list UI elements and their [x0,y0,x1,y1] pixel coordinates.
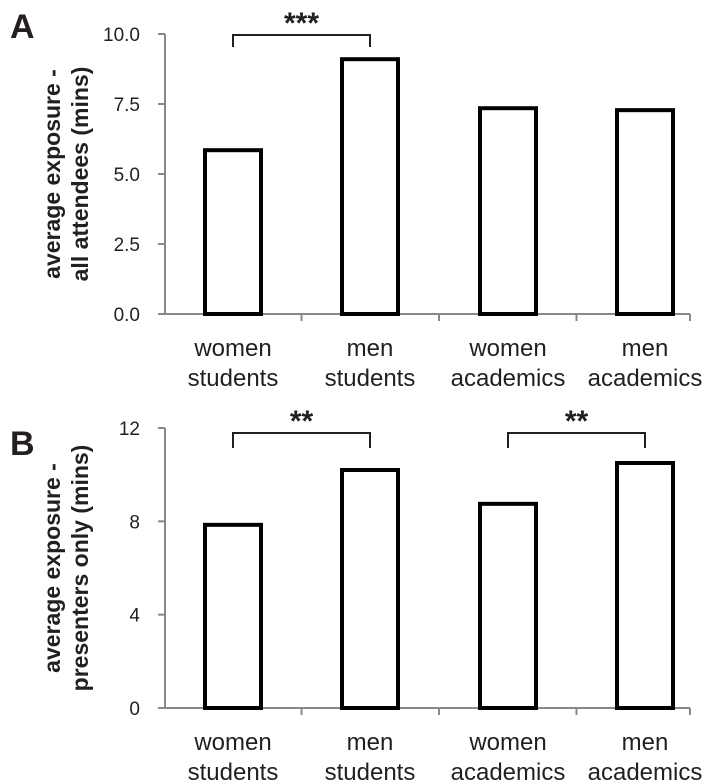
y-tick-label: 0.0 [114,305,140,326]
x-tick-label: academics [451,365,566,392]
y-axis-label-line: average exposure - [39,69,65,279]
x-tick-label: academics [588,365,703,392]
x-tick-label: men [347,335,394,362]
y-tick-label: 5.0 [114,165,140,186]
y-tick-label: 10.0 [103,25,140,46]
y-tick-label: 7.5 [114,95,140,116]
y-axis-label-line: presenters only (mins) [67,445,93,692]
x-tick-label: women [193,729,271,756]
x-tick-label: students [188,365,279,392]
significance-bracket [232,432,371,448]
y-tick-label: 4 [129,606,140,627]
x-tick-label: women [468,729,546,756]
significance-bracket [232,34,371,47]
bar [203,148,263,316]
bar [340,57,400,317]
panel-label: A [10,8,35,46]
y-tick-label: 2.5 [114,235,140,256]
bar [203,522,263,710]
x-tick-label: men [347,729,394,756]
x-tick-label: students [325,759,416,784]
significance-label: *** [284,7,319,40]
y-tick-label: 12 [119,419,140,440]
y-tick-label: 0 [129,699,140,720]
x-tick-label: women [193,335,271,362]
bar [478,106,538,316]
significance-bracket [507,432,646,448]
y-axis-label-line: all attendees (mins) [67,67,93,282]
x-tick-label: women [468,335,546,362]
bar [340,468,400,710]
bar [478,501,538,711]
bar [615,108,675,316]
x-tick-label: academics [451,759,566,784]
x-tick-label: men [622,729,669,756]
x-tick-label: students [325,365,416,392]
significance-label: ** [565,405,589,438]
x-tick-label: men [622,335,669,362]
x-tick-label: academics [588,759,703,784]
significance-label: ** [290,405,314,438]
bar [615,461,675,710]
panel-label: B [10,425,35,463]
x-tick-label: students [188,759,279,784]
y-axis-label-line: average exposure - [39,463,65,673]
y-tick-label: 8 [129,512,140,533]
